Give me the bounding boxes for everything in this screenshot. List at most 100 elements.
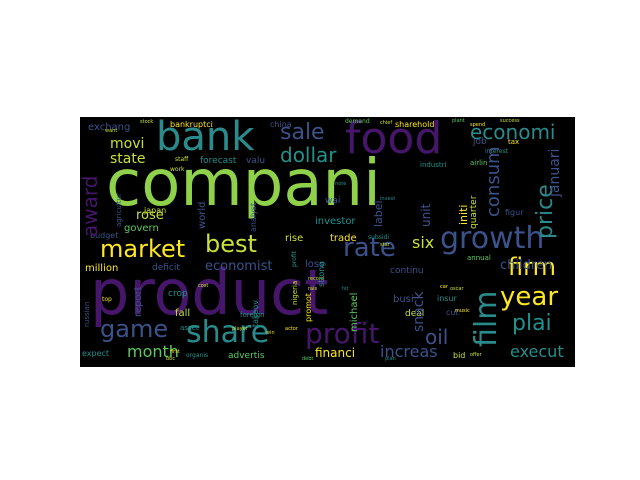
word-japan: japan xyxy=(144,206,167,215)
word-children: children xyxy=(500,258,553,273)
word-bid: bid xyxy=(453,351,466,360)
word-initi: initi xyxy=(457,204,470,225)
word-michael: michael xyxy=(349,292,360,332)
word-continu: continu xyxy=(390,266,424,276)
word-plant: plant xyxy=(452,118,465,124)
word-demand: demand xyxy=(345,118,370,125)
word-hit: hit xyxy=(342,286,349,292)
word-snack: snack xyxy=(411,291,427,332)
word-china: china xyxy=(270,120,292,129)
word-firm: firm xyxy=(508,253,556,281)
word-fall: fall xyxy=(175,308,191,319)
word-wai: wai xyxy=(325,196,341,206)
word-crop: crop xyxy=(168,289,188,299)
word-exchang: exchang xyxy=(88,122,131,133)
word-foreign: foreign xyxy=(240,311,265,319)
word-execut: execut xyxy=(510,342,564,361)
word-success: success xyxy=(500,118,520,124)
word-record: record xyxy=(308,276,324,282)
word-russian: russian xyxy=(83,301,91,327)
word-film: film xyxy=(469,290,504,347)
word-cloud: compani product bank food growth share p… xyxy=(80,117,575,367)
word-month: month xyxy=(127,342,179,361)
word-forecast: forecast xyxy=(200,156,237,166)
word-rise: rise xyxy=(285,233,304,244)
word-report: report xyxy=(133,286,144,317)
word-nigeria: nigeria xyxy=(291,280,299,305)
word-financi: financi xyxy=(315,346,356,360)
word-spend: spend xyxy=(470,122,486,128)
word-cost: cost xyxy=(198,283,209,289)
word-profit: profit xyxy=(305,317,380,350)
word-sharehold: sharehold xyxy=(395,120,435,129)
word-asset: asset xyxy=(180,324,199,332)
word-win: win xyxy=(266,330,275,336)
word-deficit: deficit xyxy=(152,263,180,273)
word-compani: compani xyxy=(106,147,381,221)
word-subsidi: subsidi xyxy=(368,234,390,241)
word-movi: movi xyxy=(110,136,145,152)
word-quarter: quarter xyxy=(469,195,479,229)
word-share: share xyxy=(186,315,270,350)
word-growth: growth xyxy=(440,221,545,256)
word-car: car xyxy=(440,284,448,290)
word-deal: deal xyxy=(405,309,425,319)
word-plai: plai xyxy=(512,311,552,336)
word-consum: consum xyxy=(483,146,504,217)
word-strong: strong xyxy=(317,261,326,287)
word-award: award xyxy=(80,175,102,237)
word-best: best xyxy=(205,230,257,258)
word-invest: invest xyxy=(380,196,396,202)
word-music: music xyxy=(455,308,470,314)
word-star: star xyxy=(380,242,390,248)
word-top: top xyxy=(102,296,112,303)
word-food: food xyxy=(345,117,443,164)
word-increas: increas xyxy=(380,342,438,361)
word-economi: economi xyxy=(470,120,556,144)
word-million: million xyxy=(85,263,119,274)
word-insur: insur xyxy=(437,294,457,303)
word-industri: industri xyxy=(420,161,447,169)
word-valu: valu xyxy=(246,156,266,166)
word-oscar: oscar xyxy=(450,286,464,292)
word-year: year xyxy=(500,282,559,312)
word-staff: staff xyxy=(175,156,189,163)
word-bank: bank xyxy=(156,117,255,160)
word-loss: loss xyxy=(305,259,325,270)
word-investor: investor xyxy=(315,216,356,227)
word-economist: economist xyxy=(205,259,273,274)
word-takeov: takeov xyxy=(251,300,260,327)
word-player: player xyxy=(232,326,248,332)
word-world: world xyxy=(197,201,208,229)
word-label: label xyxy=(372,200,385,227)
word-promot: promot xyxy=(304,293,313,322)
word-state: state xyxy=(110,151,146,167)
word-actor: actor xyxy=(285,326,298,332)
word-stock: stock xyxy=(140,119,154,125)
word-unit: unit xyxy=(419,203,433,227)
word-game: game xyxy=(100,315,169,343)
word-work: work xyxy=(170,166,185,173)
word-oil: oil xyxy=(425,325,449,349)
word-market: market xyxy=(100,235,186,263)
word-analyst: analyst xyxy=(249,202,258,232)
word-six: six xyxy=(412,233,435,252)
word-busi: busi xyxy=(393,294,414,305)
word-first: first xyxy=(170,349,180,355)
word-rate: rate xyxy=(343,233,396,263)
word-agricultur: agricultur xyxy=(115,193,123,227)
word-advertis: advertis xyxy=(228,351,265,361)
word-offer: offer xyxy=(470,352,482,358)
word-rose: rose xyxy=(136,208,164,223)
word-sale: sale xyxy=(280,120,325,145)
word-debt: debt xyxy=(302,356,314,362)
word-want: want xyxy=(105,128,118,134)
word-bbc: bbc xyxy=(166,356,176,362)
word-bankruptci: bankruptci xyxy=(170,120,213,129)
word-dollar: dollar xyxy=(280,143,337,167)
word-trade: trade xyxy=(330,233,357,244)
word-interest: interest xyxy=(485,148,509,155)
word-rais: rais xyxy=(308,286,318,292)
word-cut: cut xyxy=(446,308,459,317)
word-tax: tax xyxy=(508,138,520,146)
